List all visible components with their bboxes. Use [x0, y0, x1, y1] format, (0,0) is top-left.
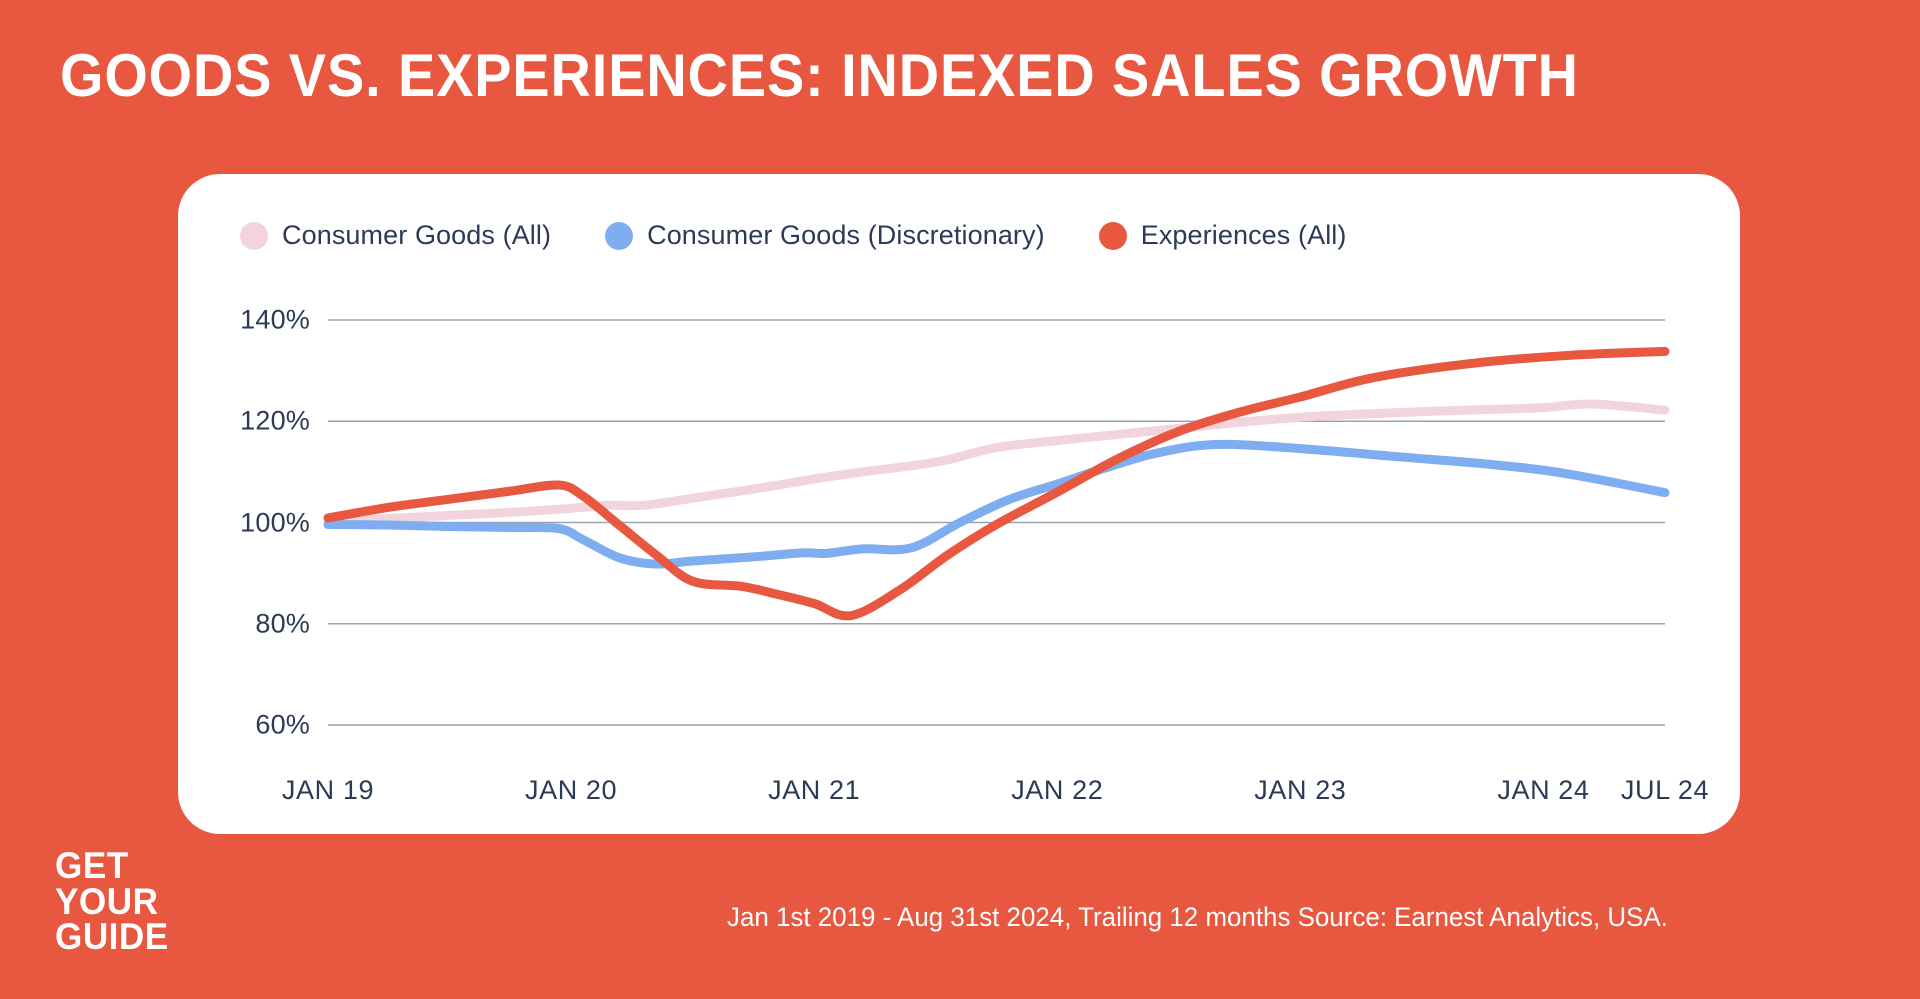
chart-plot-area: 60% 80% 100% 120% 140% JAN 19 JAN 20 JAN 21 JAN… [178, 174, 1740, 834]
footer-source-note: Jan 1st 2019 - Aug 31st 2024, Trailing 1… [727, 902, 1668, 932]
line-chart-svg [323, 319, 1670, 726]
x-axis-tick-label: JAN 24 [1497, 775, 1590, 805]
x-axis-tick-label: JAN 23 [1254, 775, 1347, 805]
legend-color-dot-icon [605, 221, 634, 250]
chart-legend: Consumer Goods (All) Consumer Goods (Disc… [240, 220, 1347, 251]
y-axis-tick-label: 60% [255, 709, 310, 740]
chart-card: Consumer Goods (All) Consumer Goods (Disc… [178, 174, 1740, 834]
series-line [323, 346, 1670, 621]
legend-item-label: Consumer Goods (All) [282, 220, 552, 250]
x-axis-tick-label: JUL 24 [1620, 775, 1710, 805]
logo-line-2: YOUR [55, 880, 159, 922]
logo-line-1: GET [55, 845, 129, 886]
y-axis-tick-label: 100% [240, 507, 310, 537]
getyourguide-logo: GET YOUR GUIDE [55, 845, 265, 958]
x-axis-tick-label: JAN 21 [768, 775, 861, 805]
legend-item[interactable]: Experiences (All) [1098, 220, 1347, 251]
x-axis-tick-label: JAN 22 [1011, 775, 1104, 805]
x-axis-tick-label: JAN 20 [525, 775, 618, 805]
x-axis-labels: JAN 19 JAN 20 JAN 21 JAN 22 JAN 23 JAN 24 JUL … [178, 174, 1740, 834]
legend-item[interactable]: Consumer Goods (Discretionary) [605, 220, 1045, 251]
y-axis-tick-label: 140% [240, 304, 310, 335]
y-axis-tick-label: 120% [240, 405, 310, 436]
series-line [323, 399, 1670, 527]
page-title: GOODS VS. EXPERIENCES: INDEXED SALES GRO… [60, 42, 1579, 109]
legend-color-dot-icon [240, 221, 268, 250]
legend-item-label: Experiences (All) [1140, 220, 1347, 250]
legend-item[interactable]: Consumer Goods (All) [240, 220, 551, 251]
legend-color-dot-icon [1098, 221, 1127, 250]
logo-line-3: GUIDE [55, 916, 169, 958]
series-line [323, 439, 1670, 569]
y-axis-tick-label: 80% [255, 608, 310, 639]
y-axis-labels: 60% 80% 100% 120% 140% [178, 174, 328, 834]
x-axis-tick-label: JAN 19 [281, 775, 375, 805]
legend-item-label: Consumer Goods (Discretionary) [647, 220, 1045, 250]
